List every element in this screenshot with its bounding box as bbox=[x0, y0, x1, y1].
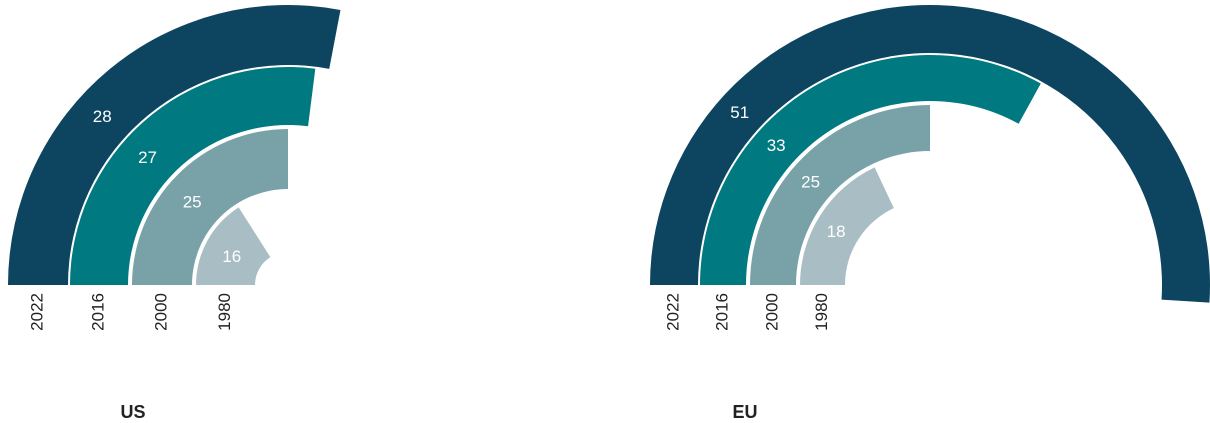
radial-bar bbox=[196, 207, 271, 285]
category-label: 2000 bbox=[762, 293, 781, 331]
radial-bar bbox=[650, 5, 1210, 303]
chart-title: US bbox=[120, 402, 145, 422]
category-label: 2016 bbox=[88, 293, 107, 331]
category-label: 1980 bbox=[812, 293, 831, 331]
category-label: 2000 bbox=[151, 293, 170, 331]
value-label: 51 bbox=[730, 103, 749, 122]
value-label: 25 bbox=[801, 173, 820, 192]
value-label: 25 bbox=[183, 193, 202, 212]
value-label: 28 bbox=[93, 107, 112, 126]
category-label: 2022 bbox=[663, 293, 682, 331]
chart-title: EU bbox=[732, 402, 757, 422]
category-label: 2016 bbox=[712, 293, 731, 331]
radial-bar bbox=[800, 167, 894, 285]
value-label: 16 bbox=[222, 247, 241, 266]
radial-bar bbox=[8, 4, 341, 285]
radial-bar bbox=[132, 129, 288, 285]
radial-bar bbox=[700, 55, 1041, 285]
value-label: 27 bbox=[138, 148, 157, 167]
radial-bar bbox=[750, 105, 930, 285]
category-label: 2022 bbox=[27, 293, 46, 331]
value-label: 33 bbox=[767, 136, 786, 155]
radial-bar bbox=[70, 67, 316, 285]
category-label: 1980 bbox=[215, 293, 234, 331]
value-label: 18 bbox=[827, 222, 846, 241]
